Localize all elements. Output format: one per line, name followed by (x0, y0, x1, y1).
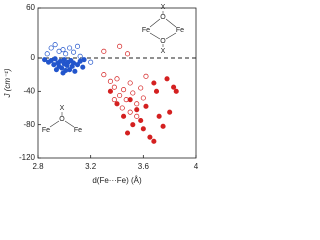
bond (165, 32, 177, 40)
annotation: X (60, 105, 65, 112)
y-tick-label: 60 (26, 3, 35, 12)
y-tick-label: 0 (31, 53, 36, 62)
point (153, 88, 160, 94)
point (63, 67, 69, 74)
bond (64, 120, 75, 128)
point (140, 95, 146, 101)
point (173, 88, 179, 94)
annotation: X (161, 48, 166, 55)
point (77, 53, 83, 59)
annotation: Fe (176, 27, 184, 34)
point (59, 65, 65, 71)
x-tick-label: 2.8 (32, 162, 44, 171)
point (127, 97, 133, 103)
point (147, 134, 153, 140)
annotation: Fe (42, 127, 50, 134)
point (156, 113, 162, 119)
point (124, 130, 131, 136)
point (44, 51, 50, 57)
point (107, 88, 113, 94)
point (134, 101, 140, 107)
x-tick-label: 3.2 (85, 162, 97, 171)
point (42, 57, 48, 63)
point (121, 87, 127, 93)
bond (165, 18, 177, 28)
annotation: Fe (142, 27, 150, 34)
point (63, 51, 69, 57)
point (138, 85, 144, 91)
point (160, 123, 166, 129)
annotation: X (161, 4, 166, 11)
point (48, 45, 54, 51)
x-tick-label: 4 (194, 162, 199, 171)
chart: X O Fe Fe O X X O Fe Fe d(Fe···Fe) (Å) J… (3, 3, 199, 185)
point (74, 43, 81, 49)
point (127, 109, 133, 115)
annotation: Fe (74, 127, 82, 134)
point (143, 103, 149, 109)
annotation: O (160, 38, 166, 45)
point (114, 101, 120, 107)
point (72, 68, 78, 74)
point (80, 64, 86, 70)
point (140, 126, 146, 132)
point (134, 113, 140, 119)
point (127, 80, 133, 86)
x-axis-label: d(Fe···Fe) (Å) (92, 176, 142, 185)
point (61, 57, 67, 63)
bond (149, 32, 161, 40)
point (151, 138, 157, 144)
bond (49, 120, 60, 128)
point (81, 57, 87, 63)
point (121, 113, 127, 119)
point (111, 84, 117, 90)
plot-frame (37, 7, 197, 159)
inset-top (149, 11, 177, 47)
annotation: O (59, 116, 65, 123)
point (111, 97, 117, 103)
point (143, 73, 149, 79)
point (124, 51, 131, 57)
y-tick-label: -80 (23, 120, 35, 129)
point (151, 80, 157, 86)
point (101, 48, 107, 54)
point (130, 90, 136, 96)
point (52, 42, 58, 48)
point (114, 76, 120, 82)
point (164, 76, 170, 82)
point (138, 117, 144, 124)
point (119, 105, 125, 111)
point (130, 122, 136, 128)
y-axis-label: J (cm⁻¹) (3, 68, 12, 98)
point (101, 72, 107, 78)
point (88, 59, 94, 65)
annotation: O (160, 14, 166, 21)
point (71, 49, 77, 55)
y-tick-label: -40 (23, 86, 35, 95)
point (134, 107, 140, 113)
point (117, 43, 123, 49)
x-tick-label: 3.6 (138, 162, 150, 171)
point (107, 78, 113, 84)
bond (149, 18, 161, 28)
point (60, 47, 66, 53)
point (171, 84, 177, 90)
inset-bottom (49, 112, 75, 128)
point (52, 56, 58, 62)
point (67, 45, 73, 51)
y-tick-label: -120 (19, 153, 36, 162)
point (117, 92, 123, 99)
point (167, 109, 173, 115)
point (53, 67, 59, 73)
point (74, 62, 81, 68)
